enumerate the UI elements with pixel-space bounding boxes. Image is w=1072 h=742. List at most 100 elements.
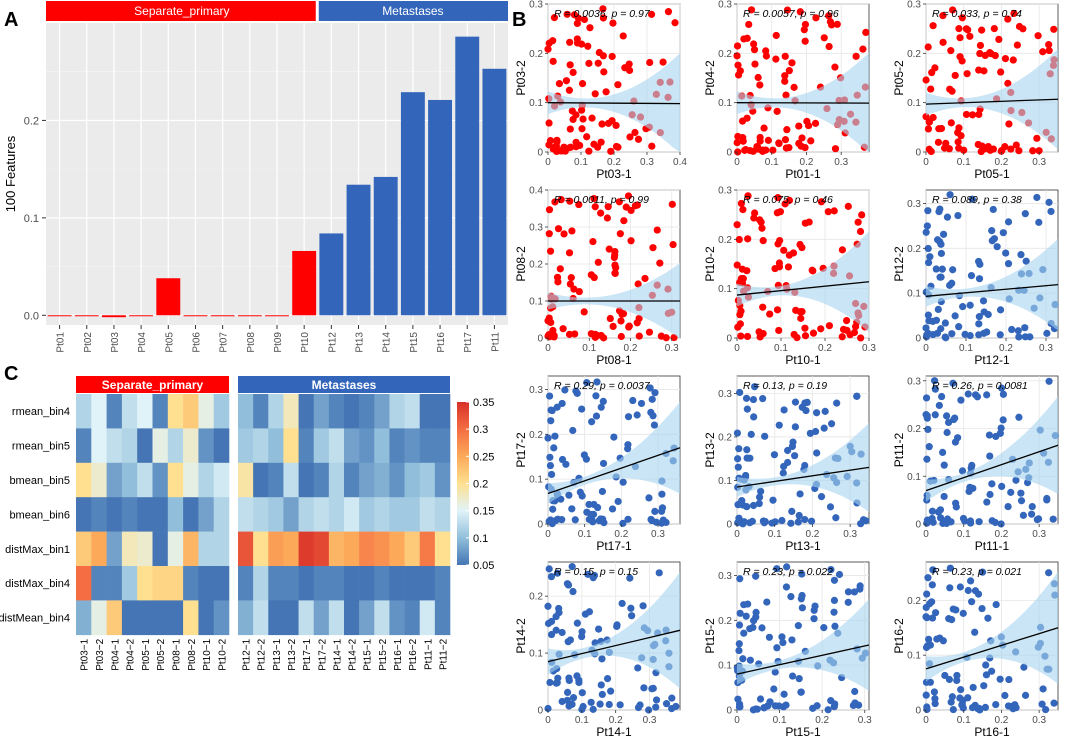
y-tick-label: 0.2 — [907, 596, 921, 607]
data-point — [771, 668, 779, 676]
data-point — [968, 461, 976, 469]
data-point — [952, 606, 960, 614]
data-point — [948, 87, 956, 95]
y-tick-label: 0 — [915, 148, 921, 159]
x-tick-label: Pt17 — [463, 332, 474, 353]
data-point — [997, 147, 1005, 155]
data-point — [928, 68, 936, 77]
y-tick-label: 0.3 — [907, 199, 921, 210]
x-tick-label: Pt16 — [436, 332, 447, 353]
data-point — [610, 433, 618, 441]
heatmap-cell — [106, 462, 123, 498]
data-point — [827, 420, 836, 428]
y-tick-label: 0.1 — [529, 98, 543, 109]
heatmap-cell — [298, 394, 315, 429]
data-point — [755, 499, 763, 508]
data-point — [983, 498, 991, 506]
heatmap-cell — [76, 497, 92, 532]
data-point — [1004, 79, 1012, 87]
data-point — [745, 20, 753, 29]
data-point — [780, 406, 788, 414]
data-point — [771, 518, 779, 526]
data-point — [561, 386, 569, 394]
y-tick-label: 0 — [537, 520, 543, 531]
data-point — [580, 15, 589, 24]
data-point — [979, 297, 988, 305]
data-point — [801, 324, 809, 332]
data-point — [653, 226, 661, 234]
scatter-panel-Pt10-2: R = 0.075, p = 0.46 0 0.1 0.2 0.3 0 0.1 0.2 0.3 P… — [703, 186, 876, 368]
correlation-stat: R = 0.29, p = 0.0037 — [554, 380, 651, 392]
heatmap-cell — [198, 497, 214, 532]
data-point — [607, 687, 615, 695]
heatmap-row-label: distMax_bin1 — [5, 544, 70, 556]
data-point — [750, 40, 758, 48]
data-point — [735, 640, 743, 648]
data-point — [585, 147, 593, 155]
heatmap-cell — [344, 462, 360, 498]
heatmap-col-label: Pt16−1 — [393, 638, 404, 670]
data-point — [755, 493, 764, 501]
x-tick-label: 0.2 — [999, 343, 1013, 354]
data-point — [548, 406, 556, 415]
data-point — [964, 26, 972, 34]
data-point — [787, 519, 795, 527]
heatmap-row-label: distMax_bin4 — [5, 578, 70, 590]
data-point — [794, 622, 802, 630]
data-point — [825, 12, 833, 20]
data-point — [959, 303, 967, 311]
data-point — [742, 394, 751, 402]
data-point — [605, 245, 613, 253]
x-tick-label: 0 — [923, 343, 929, 354]
x-tick-label: 0.1 — [574, 157, 588, 168]
data-point — [922, 324, 930, 332]
heatmap-col-label: Pt15−1 — [363, 638, 374, 670]
data-point — [928, 507, 937, 515]
data-point — [780, 690, 788, 698]
bar-Pt07 — [210, 315, 235, 317]
data-point — [624, 413, 633, 421]
data-point — [827, 565, 835, 574]
scatter-panel-Pt03-2: R = 0.0036, p = 0.97 0 0.1 0.2 0.3 0.4 0 0.1 0.2… — [514, 0, 687, 181]
data-point — [585, 59, 593, 67]
data-point — [757, 487, 765, 495]
data-point — [737, 274, 745, 283]
heatmap-cell — [313, 600, 330, 636]
confidence-band — [737, 231, 869, 333]
data-point — [547, 617, 556, 626]
data-point — [734, 148, 742, 156]
data-point — [549, 505, 557, 513]
data-point — [998, 482, 1006, 491]
data-point — [769, 496, 777, 504]
x-tick-label: 0 — [545, 157, 551, 168]
heatmap-cell — [76, 531, 92, 567]
heatmap-cell — [404, 600, 421, 636]
legend-tick-label: 0.15 — [473, 506, 494, 518]
data-point — [1033, 193, 1041, 202]
heatmap-col-label: Pt12−1 — [242, 638, 253, 670]
data-point — [995, 35, 1003, 43]
data-point — [981, 703, 990, 711]
heatmap-cell — [152, 566, 169, 601]
data-point — [958, 467, 967, 475]
data-point — [782, 91, 790, 99]
data-point — [589, 705, 597, 713]
data-point — [551, 198, 559, 206]
strip-metastases-label: Metastases — [382, 4, 443, 18]
x-tick-label: 0.3 — [843, 529, 857, 540]
data-point — [568, 227, 576, 235]
x-tick-label: Pt13 — [355, 332, 366, 353]
data-point — [985, 431, 994, 439]
data-point — [568, 107, 576, 115]
heatmap-cell — [298, 566, 315, 601]
heatmap-col-label: Pt05−1 — [141, 638, 152, 670]
data-point — [1049, 515, 1057, 523]
scatter-panel-Pt11-2: R = 0.26, p = 0.0081 0 0.1 0.2 0.3 0 0.1 0.2 0.3… — [892, 375, 1059, 553]
data-point — [550, 14, 559, 22]
heatmap-cell — [419, 462, 436, 498]
data-point — [942, 519, 951, 528]
data-point — [668, 694, 676, 702]
data-point — [648, 685, 656, 693]
data-point — [1043, 494, 1051, 503]
data-point — [931, 609, 940, 617]
